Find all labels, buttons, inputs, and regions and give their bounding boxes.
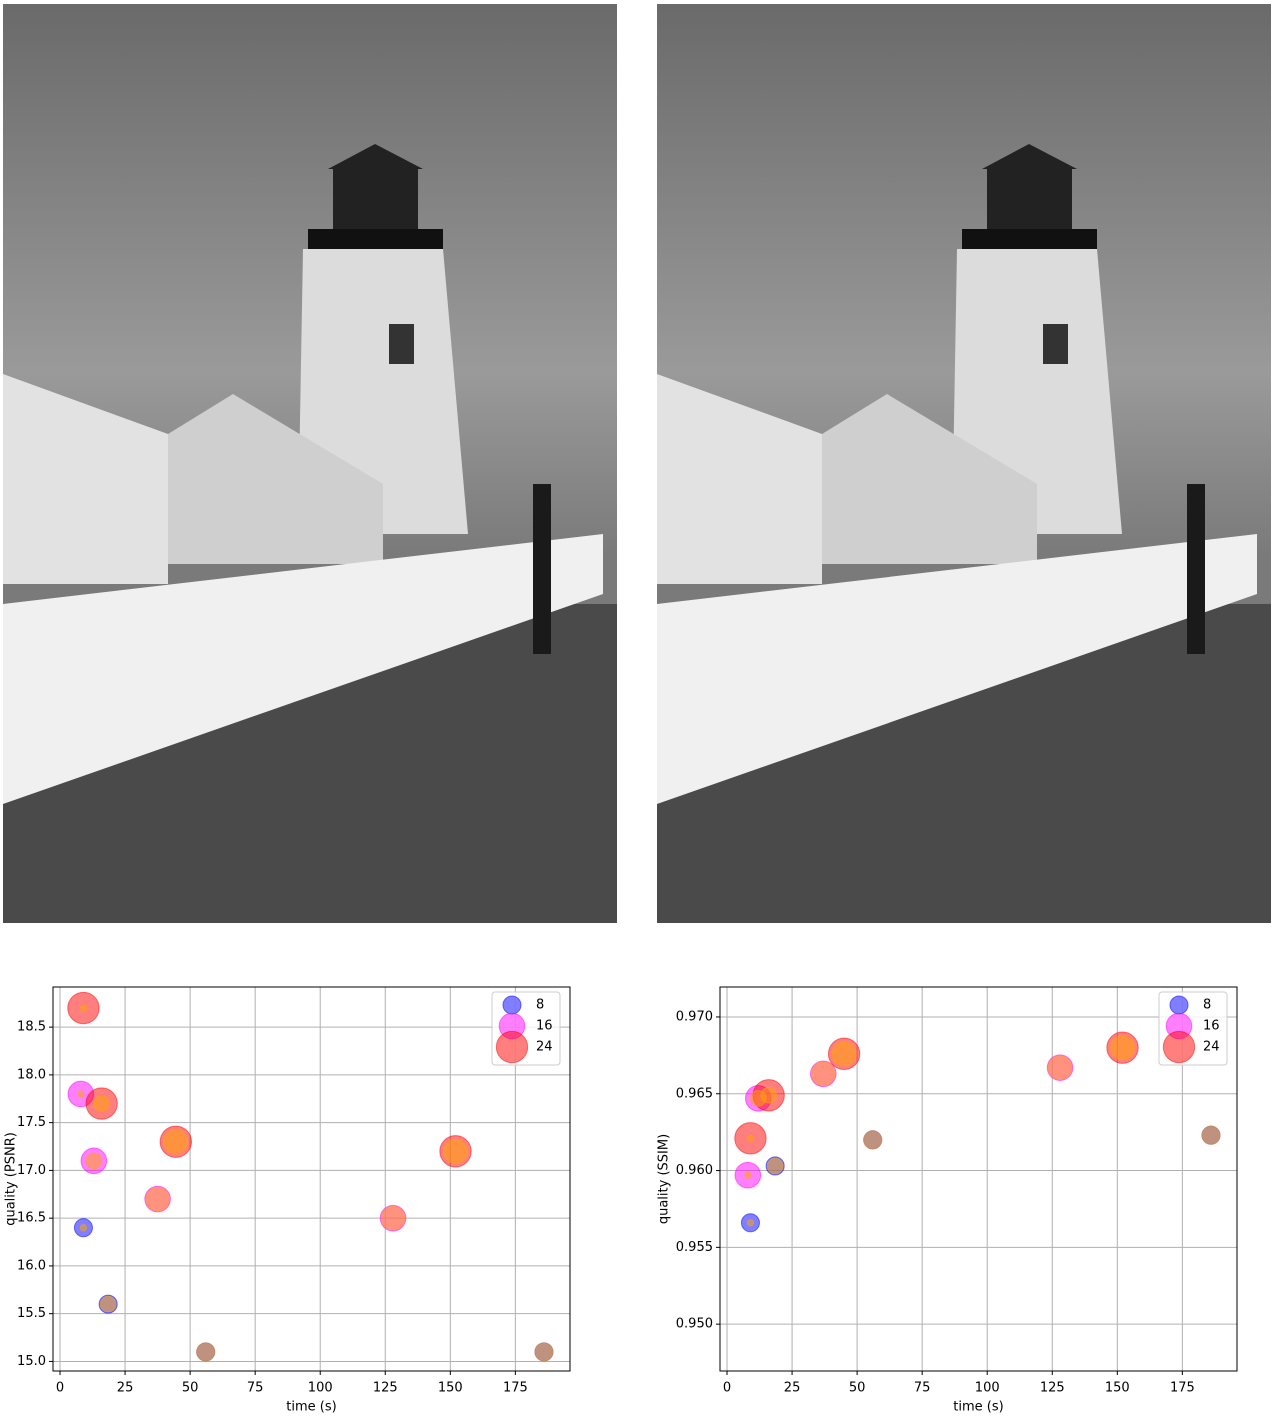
x-tick-label: 100 <box>975 1381 1000 1396</box>
bubble <box>381 1206 405 1230</box>
x-tick-label: 175 <box>1170 1381 1195 1396</box>
bubble <box>100 1296 116 1312</box>
legend-label: 16 <box>536 1019 553 1034</box>
y-tick-label: 17.5 <box>17 1115 46 1130</box>
x-tick-label: 75 <box>247 1381 264 1396</box>
legend-label: 24 <box>536 1040 553 1055</box>
legend-label: 8 <box>536 998 544 1013</box>
bubble <box>1202 1126 1220 1144</box>
legend-label: 24 <box>1203 1040 1220 1055</box>
page: 0 25 50 75 100 125 150 175 15.0 15.5 16.0 16.5 17.0 1… <box>0 0 1272 1418</box>
x-tick-label: 175 <box>503 1381 528 1396</box>
bubble <box>86 1153 102 1169</box>
y-tick-label: 16.0 <box>17 1258 46 1273</box>
bubble <box>747 1220 753 1226</box>
x-tick-label: 0 <box>723 1381 731 1396</box>
bubble <box>94 1096 110 1112</box>
y-tick-label: 18.5 <box>17 1020 46 1035</box>
x-tick-label: 0 <box>56 1381 64 1396</box>
y-tick-label: 0.970 <box>676 1009 713 1024</box>
bubble <box>164 1130 188 1154</box>
x-tick-label: 50 <box>849 1381 866 1396</box>
bubble <box>80 1005 86 1011</box>
y-tick-label: 17.0 <box>17 1163 46 1178</box>
legend-marker <box>503 996 521 1014</box>
bubble <box>761 1087 777 1103</box>
bubble <box>197 1343 215 1361</box>
y-axis-label: quality (PSNR) <box>4 1132 19 1226</box>
x-tick-label: 125 <box>1040 1381 1065 1396</box>
x-tick-label: 25 <box>784 1381 801 1396</box>
x-tick-label: 100 <box>308 1381 333 1396</box>
y-axis-label: quality (SSIM) <box>657 1134 672 1224</box>
bubble <box>78 1091 84 1097</box>
legend-label: 8 <box>1203 998 1211 1013</box>
bubble <box>747 1135 753 1141</box>
x-tick-label: 125 <box>373 1381 398 1396</box>
y-tick-label: 18.0 <box>17 1067 46 1082</box>
bubble <box>832 1042 856 1066</box>
bubble <box>745 1172 751 1178</box>
x-tick-label: 50 <box>182 1381 199 1396</box>
bubble <box>444 1139 468 1163</box>
y-tick-label: 16.5 <box>17 1211 46 1226</box>
y-tick-label: 0.955 <box>676 1240 713 1255</box>
x-tick-label: 150 <box>438 1381 463 1396</box>
bubble <box>80 1225 86 1231</box>
photo-left <box>3 4 617 923</box>
x-axis-label: time (s) <box>953 1400 1003 1415</box>
legend-marker <box>496 1031 527 1062</box>
bubble <box>1048 1056 1072 1080</box>
bubble <box>864 1131 882 1149</box>
y-tick-label: 0.950 <box>676 1317 713 1332</box>
bubble <box>146 1187 170 1211</box>
y-tick-label: 15.5 <box>17 1306 46 1321</box>
y-tick-label: 15.0 <box>17 1354 46 1369</box>
bubble <box>1111 1036 1135 1060</box>
bubble <box>535 1343 553 1361</box>
legend-marker <box>1170 996 1188 1014</box>
bubble <box>767 1158 783 1174</box>
legend-label: 16 <box>1203 1019 1220 1034</box>
x-tick-label: 75 <box>914 1381 931 1396</box>
bubble <box>811 1062 835 1086</box>
photo-right <box>657 4 1271 923</box>
y-tick-label: 0.960 <box>676 1163 713 1178</box>
figure: 0 25 50 75 100 125 150 175 15.0 15.5 16.0 16.5 17.0 1… <box>0 0 1272 1418</box>
y-tick-label: 0.965 <box>676 1086 713 1101</box>
x-axis-label: time (s) <box>286 1400 336 1415</box>
x-tick-label: 150 <box>1105 1381 1130 1396</box>
legend-marker <box>1163 1031 1194 1062</box>
x-tick-label: 25 <box>117 1381 134 1396</box>
